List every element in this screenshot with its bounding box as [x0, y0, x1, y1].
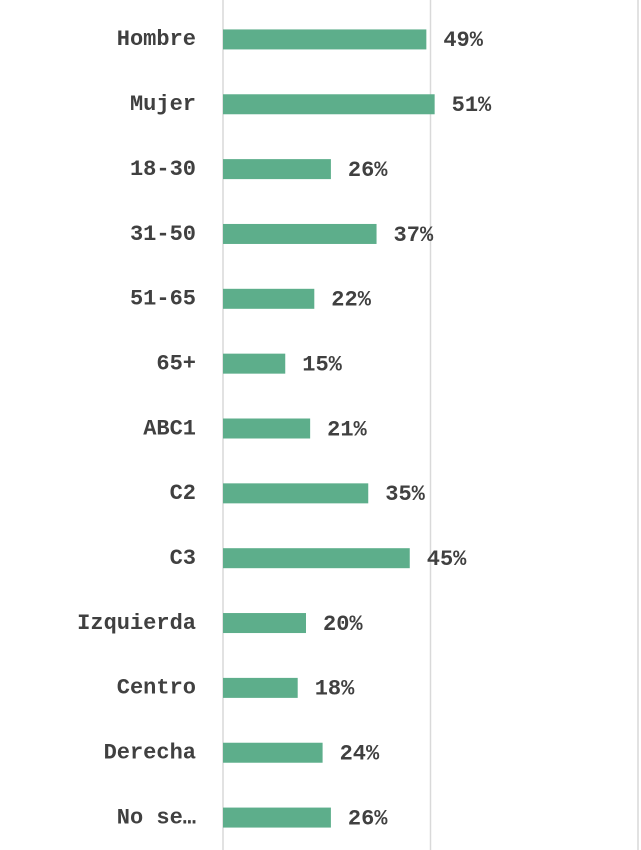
value-label: 35%	[385, 482, 425, 507]
value-label: 22%	[331, 288, 371, 313]
value-label: 26%	[348, 806, 388, 831]
bar	[223, 353, 286, 374]
category-label: 18-30	[130, 157, 196, 182]
value-label: 21%	[327, 417, 367, 442]
bar	[223, 742, 323, 763]
value-label: 20%	[323, 612, 363, 637]
category-label: C3	[170, 546, 196, 571]
value-label: 15%	[302, 352, 342, 377]
category-label: Mujer	[130, 92, 196, 117]
category-label: 31-50	[130, 222, 196, 247]
category-label: ABC1	[143, 416, 196, 441]
value-label: 49%	[443, 28, 483, 53]
category-label: Hombre	[117, 27, 196, 52]
category-label: Izquierda	[77, 611, 196, 636]
value-label: 45%	[427, 547, 467, 572]
category-label: 65+	[156, 351, 196, 376]
category-label: Centro	[117, 676, 196, 701]
value-label: 37%	[394, 223, 434, 248]
category-label: C2	[170, 481, 196, 506]
bar	[223, 223, 377, 244]
category-label: Derecha	[104, 741, 196, 766]
bar	[223, 677, 298, 698]
category-label: 51-65	[130, 287, 196, 312]
bar	[223, 159, 331, 180]
bar	[223, 613, 306, 634]
bar	[223, 807, 331, 828]
category-label: No se…	[117, 805, 196, 830]
bar	[223, 548, 410, 569]
bar	[223, 288, 315, 309]
bar	[223, 483, 369, 504]
value-label: 24%	[340, 742, 380, 767]
value-label: 51%	[452, 93, 492, 118]
value-label: 18%	[315, 677, 355, 702]
bar	[223, 29, 427, 50]
bar	[223, 418, 311, 439]
bar	[223, 94, 435, 115]
value-label: 26%	[348, 158, 388, 183]
